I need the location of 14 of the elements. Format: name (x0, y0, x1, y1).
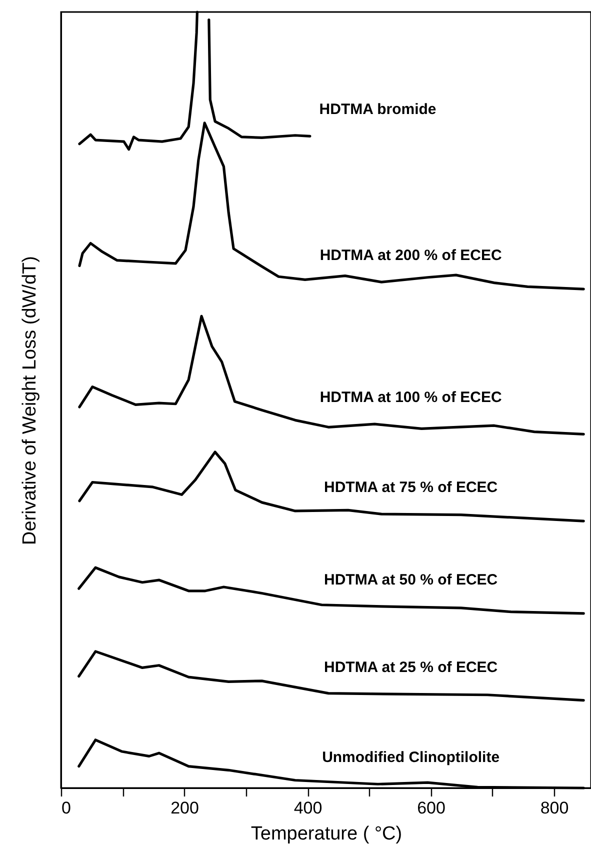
series-label: HDTMA at 200 % of ECEC (320, 246, 502, 264)
x-axis-title: Temperature ( °C) (250, 824, 402, 844)
series-label: HDTMA at 50 % of ECEC (324, 571, 498, 588)
x-tick-label: 600 (417, 798, 446, 818)
series-label: HDTMA bromide (319, 101, 436, 118)
x-tick-label: 800 (540, 798, 569, 818)
series-label: HDTMA at 25 % of ECEC (324, 658, 498, 676)
x-tick-label: 400 (294, 798, 322, 818)
y-axis-title: Derivative of Weight Loss (dW/dT) (20, 256, 40, 545)
series-label: HDTMA at 75 % of ECEC (324, 478, 498, 496)
series-label: HDTMA at 100 % of ECEC (320, 388, 502, 406)
x-tick-label: 0 (62, 798, 71, 818)
series-label: Unmodified Clinoptilolite (322, 748, 500, 766)
x-tick-label: 200 (170, 798, 199, 818)
